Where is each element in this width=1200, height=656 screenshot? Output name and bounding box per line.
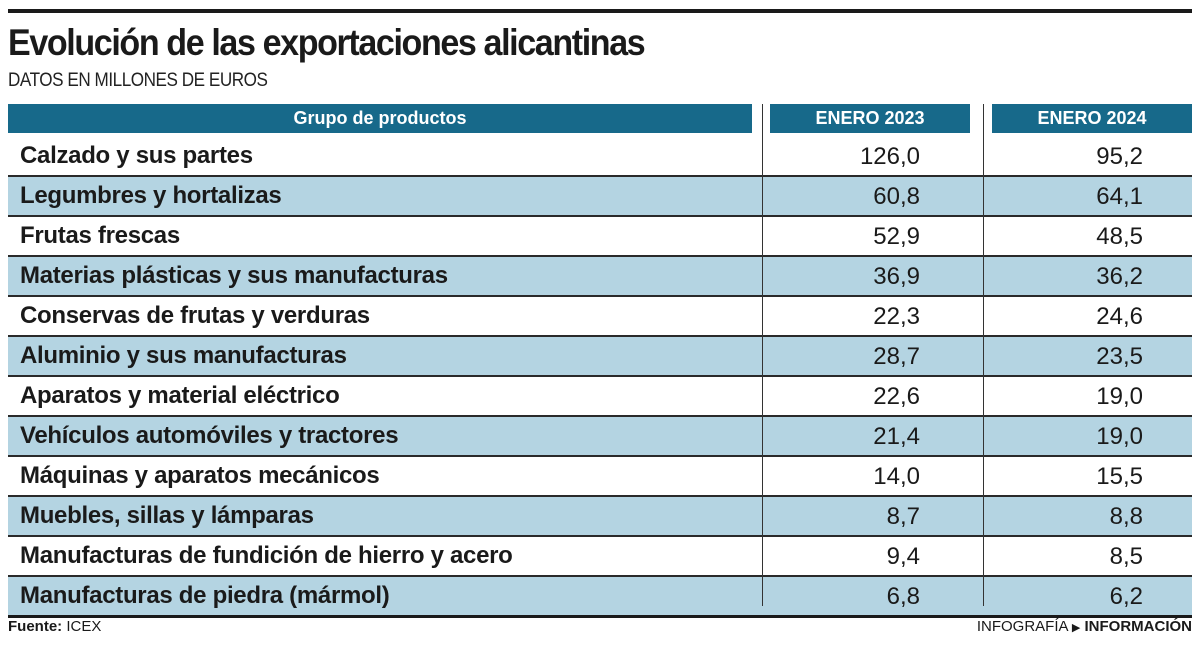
table-row: Aluminio y sus manufacturas 28,7 23,5 [8, 337, 1192, 377]
row-label: Legumbres y hortalizas [20, 182, 282, 209]
row-label: Máquinas y aparatos mecánicos [20, 462, 380, 489]
value-2024: 23,5 [1096, 343, 1143, 370]
credit-brand: INFORMACIÓN [1084, 618, 1193, 635]
table-row: Frutas frescas 52,9 48,5 [8, 217, 1192, 257]
header-enero-2024: ENERO 2024 [992, 104, 1192, 133]
value-2024: 24,6 [1096, 303, 1143, 330]
triangle-right-icon: ▶ [1071, 622, 1081, 634]
table-row: Muebles, sillas y lámparas 8,7 8,8 [8, 497, 1192, 537]
value-2023: 14,0 [873, 463, 920, 490]
row-label: Aparatos y material eléctrico [20, 382, 340, 409]
chart-title: Evolución de las exportaciones alicantin… [8, 22, 646, 63]
table-row: Calzado y sus partes 126,0 95,2 [8, 137, 1192, 177]
source-value: ICEX [66, 618, 102, 635]
row-label: Manufacturas de piedra (mármol) [20, 582, 390, 609]
credit-prefix: INFOGRAFÍA [976, 618, 1068, 635]
value-2023: 126,0 [859, 143, 920, 170]
chart-subtitle: DATOS EN MILLONES DE EUROS [8, 70, 268, 91]
row-label: Materias plásticas y sus manufacturas [20, 262, 448, 289]
row-label: Muebles, sillas y lámparas [20, 502, 314, 529]
table-row: Conservas de frutas y verduras 22,3 24,6 [8, 297, 1192, 337]
value-2024: 6,2 [1109, 583, 1143, 610]
value-2024: 64,1 [1096, 183, 1143, 210]
row-label: Manufacturas de fundición de hierro y ac… [20, 542, 513, 569]
table-row: Manufacturas de piedra (mármol) 6,8 6,2 [8, 577, 1192, 618]
value-2024: 48,5 [1096, 223, 1143, 250]
value-2023: 22,6 [873, 383, 920, 410]
table-row: Manufacturas de fundición de hierro y ac… [8, 537, 1192, 577]
value-2024: 36,2 [1096, 263, 1143, 290]
value-2023: 6,8 [886, 583, 920, 610]
column-divider [983, 104, 984, 606]
header-enero-2023: ENERO 2023 [770, 104, 970, 133]
value-2023: 22,3 [873, 303, 920, 330]
table-row: Vehículos automóviles y tractores 21,4 19,… [8, 417, 1192, 457]
header-product-group: Grupo de productos [8, 104, 752, 133]
value-2024: 8,5 [1109, 543, 1143, 570]
table-row: Aparatos y material eléctrico 22,6 19,0 [8, 377, 1192, 417]
table-body: Calzado y sus partes 126,0 95,2 Legumbres y… [8, 137, 1192, 618]
value-2023: 60,8 [873, 183, 920, 210]
value-2024: 19,0 [1096, 423, 1143, 450]
row-label: Conservas de frutas y verduras [20, 302, 370, 329]
value-2023: 8,7 [886, 503, 920, 530]
value-2023: 28,7 [873, 343, 920, 370]
value-2023: 9,4 [886, 543, 920, 570]
table-row: Máquinas y aparatos mecánicos 14,0 15,5 [8, 457, 1192, 497]
column-divider [762, 104, 763, 606]
value-2023: 36,9 [873, 263, 920, 290]
row-label: Aluminio y sus manufacturas [20, 342, 347, 369]
table-row: Materias plásticas y sus manufacturas 36,… [8, 257, 1192, 297]
value-2024: 15,5 [1096, 463, 1143, 490]
credit: INFOGRAFÍA ▶ INFORMACIÓN [977, 618, 1192, 635]
value-2024: 95,2 [1096, 143, 1143, 170]
row-label: Calzado y sus partes [20, 142, 253, 169]
top-rule [8, 9, 1192, 13]
value-2024: 19,0 [1096, 383, 1143, 410]
table-row: Legumbres y hortalizas 60,8 64,1 [8, 177, 1192, 217]
row-label: Frutas frescas [20, 222, 180, 249]
value-2023: 21,4 [873, 423, 920, 450]
source-note: Fuente: ICEX [8, 618, 101, 635]
row-label: Vehículos automóviles y tractores [20, 422, 399, 449]
source-label: Fuente: [8, 618, 63, 635]
value-2024: 8,8 [1109, 503, 1143, 530]
value-2023: 52,9 [873, 223, 920, 250]
